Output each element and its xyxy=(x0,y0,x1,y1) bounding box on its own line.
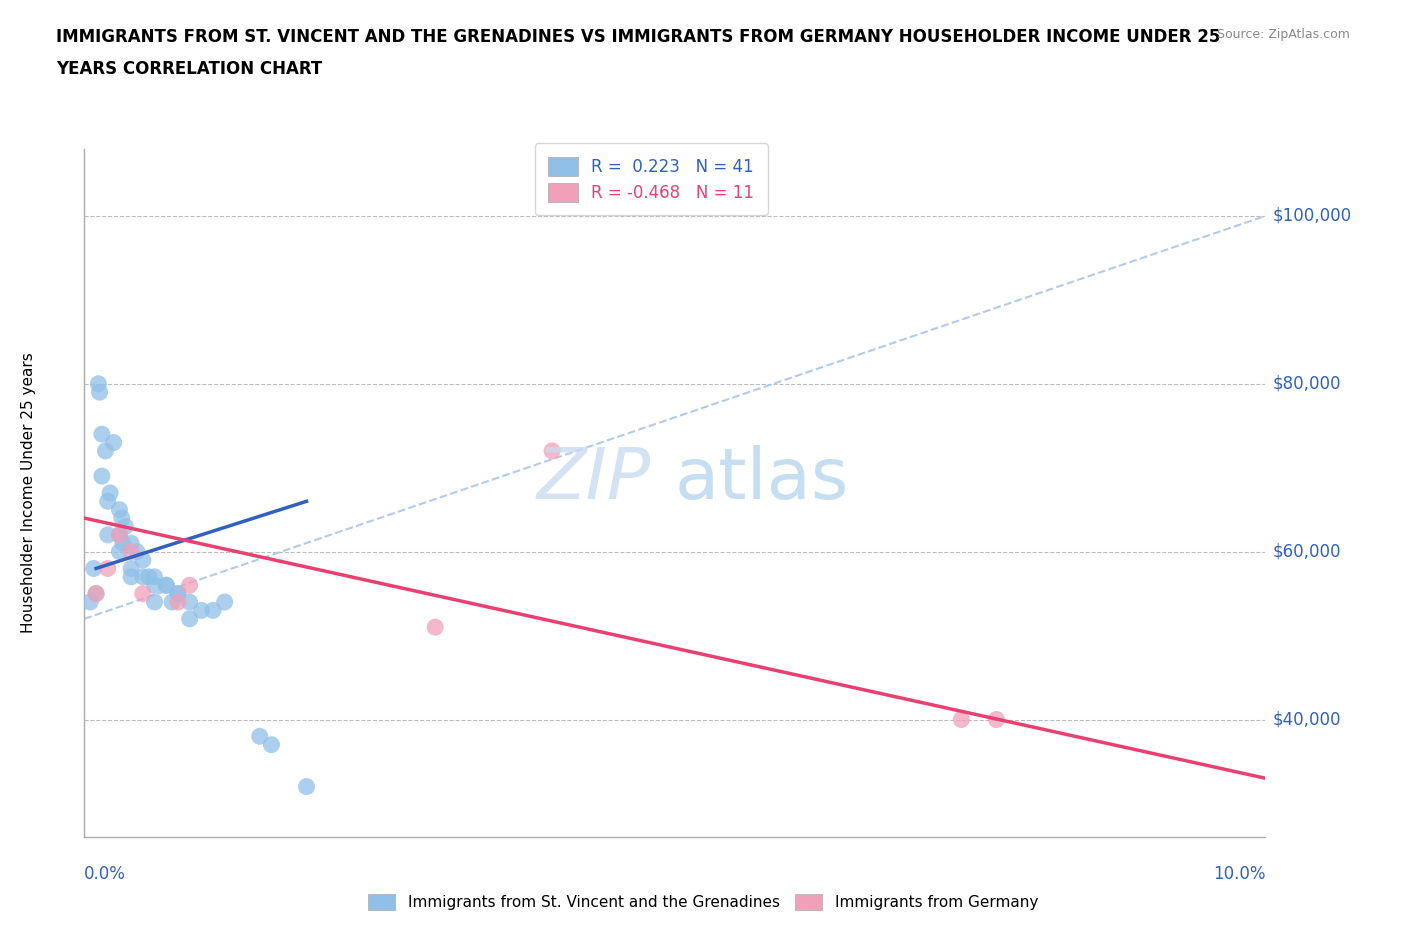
Point xyxy=(120,544,142,559)
Text: $60,000: $60,000 xyxy=(1272,542,1341,561)
Point xyxy=(155,578,177,592)
Point xyxy=(84,586,107,601)
Text: 0.0%: 0.0% xyxy=(84,865,127,883)
Point xyxy=(425,619,447,634)
Point xyxy=(132,569,155,584)
Point xyxy=(97,494,120,509)
Legend: Immigrants from St. Vincent and the Grenadines, Immigrants from Germany: Immigrants from St. Vincent and the Gren… xyxy=(360,886,1046,918)
Point xyxy=(111,536,134,551)
Point xyxy=(132,586,155,601)
Point xyxy=(79,594,101,609)
Point xyxy=(108,544,131,559)
Point xyxy=(108,527,131,542)
Point xyxy=(114,519,136,534)
Point xyxy=(111,511,134,525)
Point xyxy=(179,578,201,592)
Point xyxy=(90,427,112,442)
Point xyxy=(143,594,166,609)
Point xyxy=(120,536,142,551)
Point xyxy=(155,578,177,592)
Text: $100,000: $100,000 xyxy=(1272,207,1351,225)
Text: $80,000: $80,000 xyxy=(1272,375,1341,392)
Point xyxy=(214,594,236,609)
Text: 10.0%: 10.0% xyxy=(1213,865,1265,883)
Point xyxy=(90,469,112,484)
Point xyxy=(138,569,160,584)
Point xyxy=(167,594,190,609)
Text: Householder Income Under 25 years: Householder Income Under 25 years xyxy=(21,352,35,633)
Point xyxy=(179,594,201,609)
Point xyxy=(98,485,121,500)
Text: ZIP: ZIP xyxy=(537,445,651,513)
Point xyxy=(541,444,564,458)
Point xyxy=(108,502,131,517)
Point xyxy=(89,385,111,400)
Point xyxy=(84,586,107,601)
Point xyxy=(94,444,117,458)
Point xyxy=(97,527,120,542)
Point xyxy=(108,527,131,542)
Point xyxy=(97,561,120,576)
Point xyxy=(132,552,155,567)
Text: IMMIGRANTS FROM ST. VINCENT AND THE GRENADINES VS IMMIGRANTS FROM GERMANY HOUSEH: IMMIGRANTS FROM ST. VINCENT AND THE GREN… xyxy=(56,28,1220,46)
Point xyxy=(260,737,283,752)
Point xyxy=(125,544,148,559)
Legend: R =  0.223   N = 41, R = -0.468   N = 11: R = 0.223 N = 41, R = -0.468 N = 11 xyxy=(534,143,768,215)
Text: $40,000: $40,000 xyxy=(1272,711,1341,728)
Point xyxy=(143,569,166,584)
Point xyxy=(167,586,190,601)
Point xyxy=(87,377,110,392)
Text: atlas: atlas xyxy=(675,445,849,513)
Point xyxy=(295,779,318,794)
Point xyxy=(190,603,212,618)
Point xyxy=(120,561,142,576)
Point xyxy=(160,594,183,609)
Point xyxy=(143,578,166,592)
Point xyxy=(167,586,190,601)
Point xyxy=(986,712,1008,727)
Text: Source: ZipAtlas.com: Source: ZipAtlas.com xyxy=(1216,28,1350,41)
Point xyxy=(120,569,142,584)
Text: YEARS CORRELATION CHART: YEARS CORRELATION CHART xyxy=(56,60,322,78)
Point xyxy=(83,561,105,576)
Point xyxy=(103,435,125,450)
Point xyxy=(179,611,201,626)
Point xyxy=(249,729,271,744)
Point xyxy=(201,603,224,618)
Point xyxy=(950,712,973,727)
